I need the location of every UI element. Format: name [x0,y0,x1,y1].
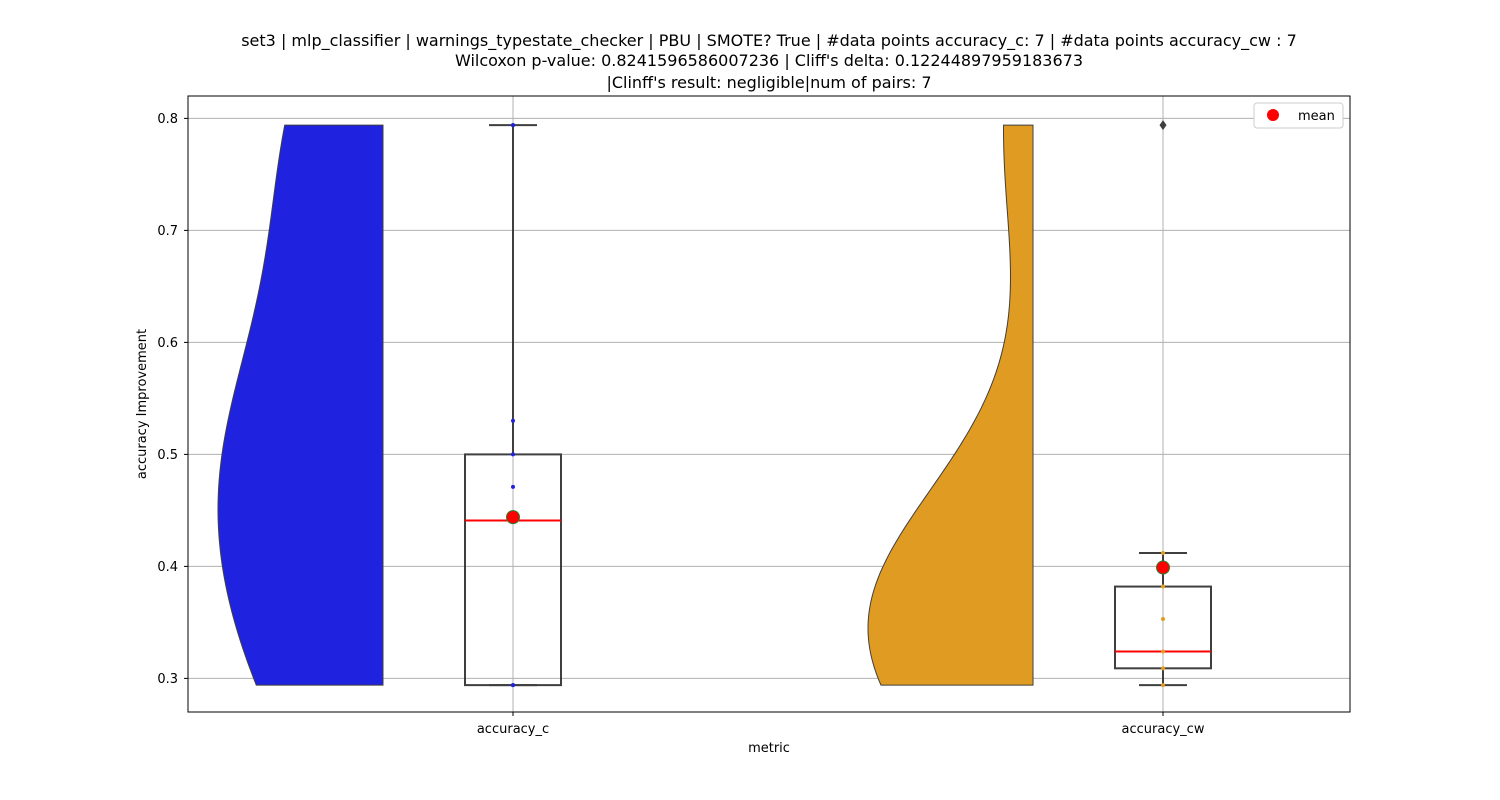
x-axis-label: metric [748,741,790,756]
chart-title: set3 | mlp_classifier | warnings_typesta… [241,31,1297,92]
outlier-marker [1159,120,1167,131]
x-tick-label: accuracy_cw [1122,722,1205,737]
violin-accuracy_cw [867,124,1034,686]
title-line-1: set3 | mlp_classifier | warnings_typesta… [241,31,1297,51]
mean-marker [506,510,520,525]
y-tick-label: 0.7 [157,224,178,239]
x-tick-label: accuracy_c [477,722,549,737]
plot-frame [187,95,1351,713]
data-point [511,452,515,457]
boxplots [464,120,1212,688]
legend-box [1253,102,1344,129]
title-line-3: |Clinff's result: negligible|num of pair… [606,73,931,92]
data-point [511,418,515,423]
data-point [511,683,515,688]
y-axis-label: accuracy Improvement [135,329,150,479]
y-tick-label: 0.8 [157,112,178,127]
data-point [1161,584,1165,589]
violins [217,124,1034,686]
data-point [511,123,515,128]
title-line-2: Wilcoxon p-value: 0.8241596586007236 | C… [455,51,1083,70]
legend-mean-label: mean [1298,109,1335,124]
data-point [1161,666,1165,671]
mean-marker [1156,560,1170,575]
violin-accuracy_c [217,124,384,686]
data-point [511,484,515,489]
y-tick-label: 0.5 [157,448,178,463]
data-point [1161,617,1165,622]
y-tick-label: 0.6 [157,336,178,351]
axes: 0.3 0.4 0.5 0.6 0.7 0.8 accuracy_c accuracy_cw [157,112,1205,737]
legend-mean-marker [1267,109,1279,121]
data-point [1161,550,1165,555]
legend: mean [1253,102,1344,129]
data-point [1161,683,1165,688]
data-point [1161,649,1165,654]
boxplot-accuracy_c [464,123,562,688]
y-tick-label: 0.4 [157,560,178,575]
boxplot-accuracy_cw [1114,120,1212,688]
y-tick-label: 0.3 [157,672,178,687]
